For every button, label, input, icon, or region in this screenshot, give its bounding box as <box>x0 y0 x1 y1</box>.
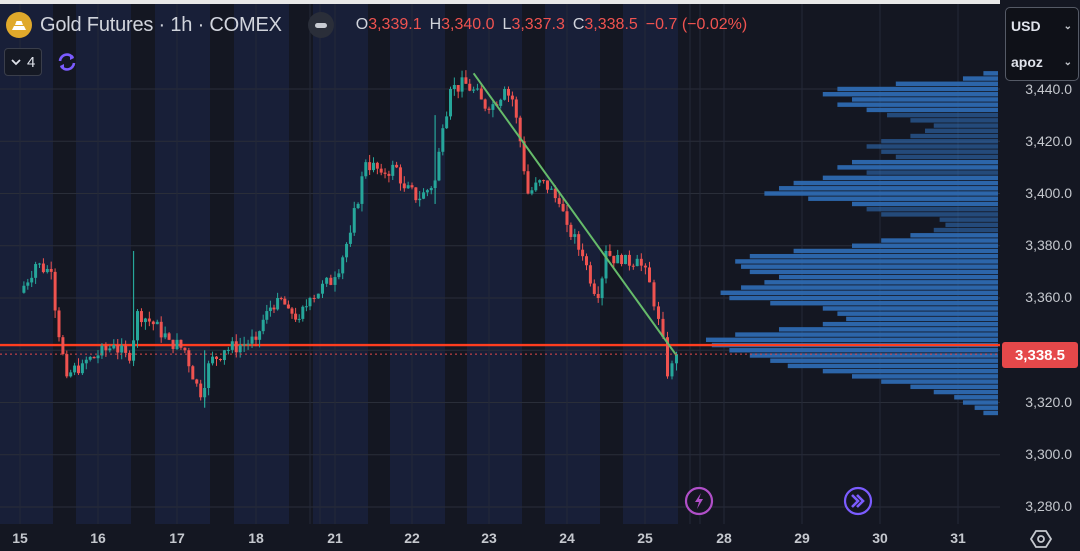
time-label: 23 <box>481 530 497 546</box>
ohlc-values: O3,339.1 H3,340.0 L3,337.3 C3,338.5 −0.7… <box>356 16 747 34</box>
fast-forward-event-icon[interactable] <box>843 486 873 516</box>
price-chart-canvas[interactable] <box>0 4 1000 524</box>
symbol-title[interactable]: Gold Futures · 1h · COMEX <box>40 13 282 36</box>
chevron-down-icon: ⌄ <box>1063 56 1072 68</box>
ohlc-high: H3,340.0 <box>429 16 495 33</box>
time-label: 24 <box>559 530 575 546</box>
indicators-toggle-button[interactable]: 4 <box>4 48 43 76</box>
currency-value: USD <box>1011 18 1041 34</box>
time-label: 31 <box>950 530 966 546</box>
minus-icon <box>314 22 327 28</box>
price-label: 3,300.0 <box>1025 446 1072 462</box>
price-change: −0.7 (−0.02%) <box>645 16 748 33</box>
currency-unit-selector: USD ⌄ apoz ⌄ <box>1005 7 1079 81</box>
time-label: 17 <box>169 530 185 546</box>
settings-gear-icon[interactable] <box>1030 528 1052 550</box>
chart-legend-header: Gold Futures · 1h · COMEX O3,339.1 H3,34… <box>6 10 747 40</box>
collapse-legend-button[interactable] <box>307 12 334 38</box>
price-label: 3,280.0 <box>1025 498 1072 514</box>
indicator-row: 4 <box>4 48 78 76</box>
gold-logo-icon <box>6 12 32 38</box>
time-axis[interactable]: 15 16 17 18 21 22 23 24 25 28 29 30 31 <box>0 524 1000 551</box>
price-label: 3,360.0 <box>1025 289 1072 305</box>
current-price-label: 3,338.5 <box>1002 342 1078 368</box>
time-label: 25 <box>637 530 653 546</box>
time-label: 28 <box>716 530 732 546</box>
window-top-border <box>0 0 1080 4</box>
trendline <box>472 72 678 357</box>
time-label: 15 <box>12 530 28 546</box>
price-label: 3,440.0 <box>1025 81 1072 97</box>
chevron-down-icon <box>11 59 21 66</box>
lightning-event-icon[interactable] <box>684 486 714 516</box>
chevron-down-icon: ⌄ <box>1063 20 1072 32</box>
ohlc-low: L3,337.3 <box>502 16 565 33</box>
price-label: 3,380.0 <box>1025 237 1072 253</box>
price-label: 3,320.0 <box>1025 394 1072 410</box>
time-label: 29 <box>794 530 810 546</box>
time-label: 18 <box>248 530 264 546</box>
price-axis[interactable]: 3,440.0 3,420.0 3,400.0 3,380.0 3,360.0 … <box>1000 0 1080 551</box>
ohlc-open: O3,339.1 <box>355 16 422 33</box>
unit-value: apoz <box>1011 54 1043 70</box>
price-label: 3,400.0 <box>1025 185 1072 201</box>
unit-dropdown[interactable]: apoz ⌄ <box>1011 50 1072 74</box>
time-label: 16 <box>90 530 106 546</box>
ohlc-close: C3,338.5 <box>572 16 638 33</box>
session-shading <box>0 4 1000 524</box>
price-label: 3,420.0 <box>1025 133 1072 149</box>
time-label: 21 <box>327 530 343 546</box>
currency-dropdown[interactable]: USD ⌄ <box>1011 14 1072 38</box>
time-label: 22 <box>404 530 420 546</box>
time-label: 30 <box>872 530 888 546</box>
refresh-sync-icon[interactable] <box>56 51 78 73</box>
indicator-count: 4 <box>27 53 36 71</box>
